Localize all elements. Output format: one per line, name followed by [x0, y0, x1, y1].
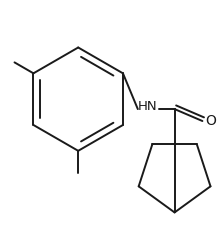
Text: HN: HN	[138, 100, 157, 113]
Text: O: O	[205, 114, 216, 128]
